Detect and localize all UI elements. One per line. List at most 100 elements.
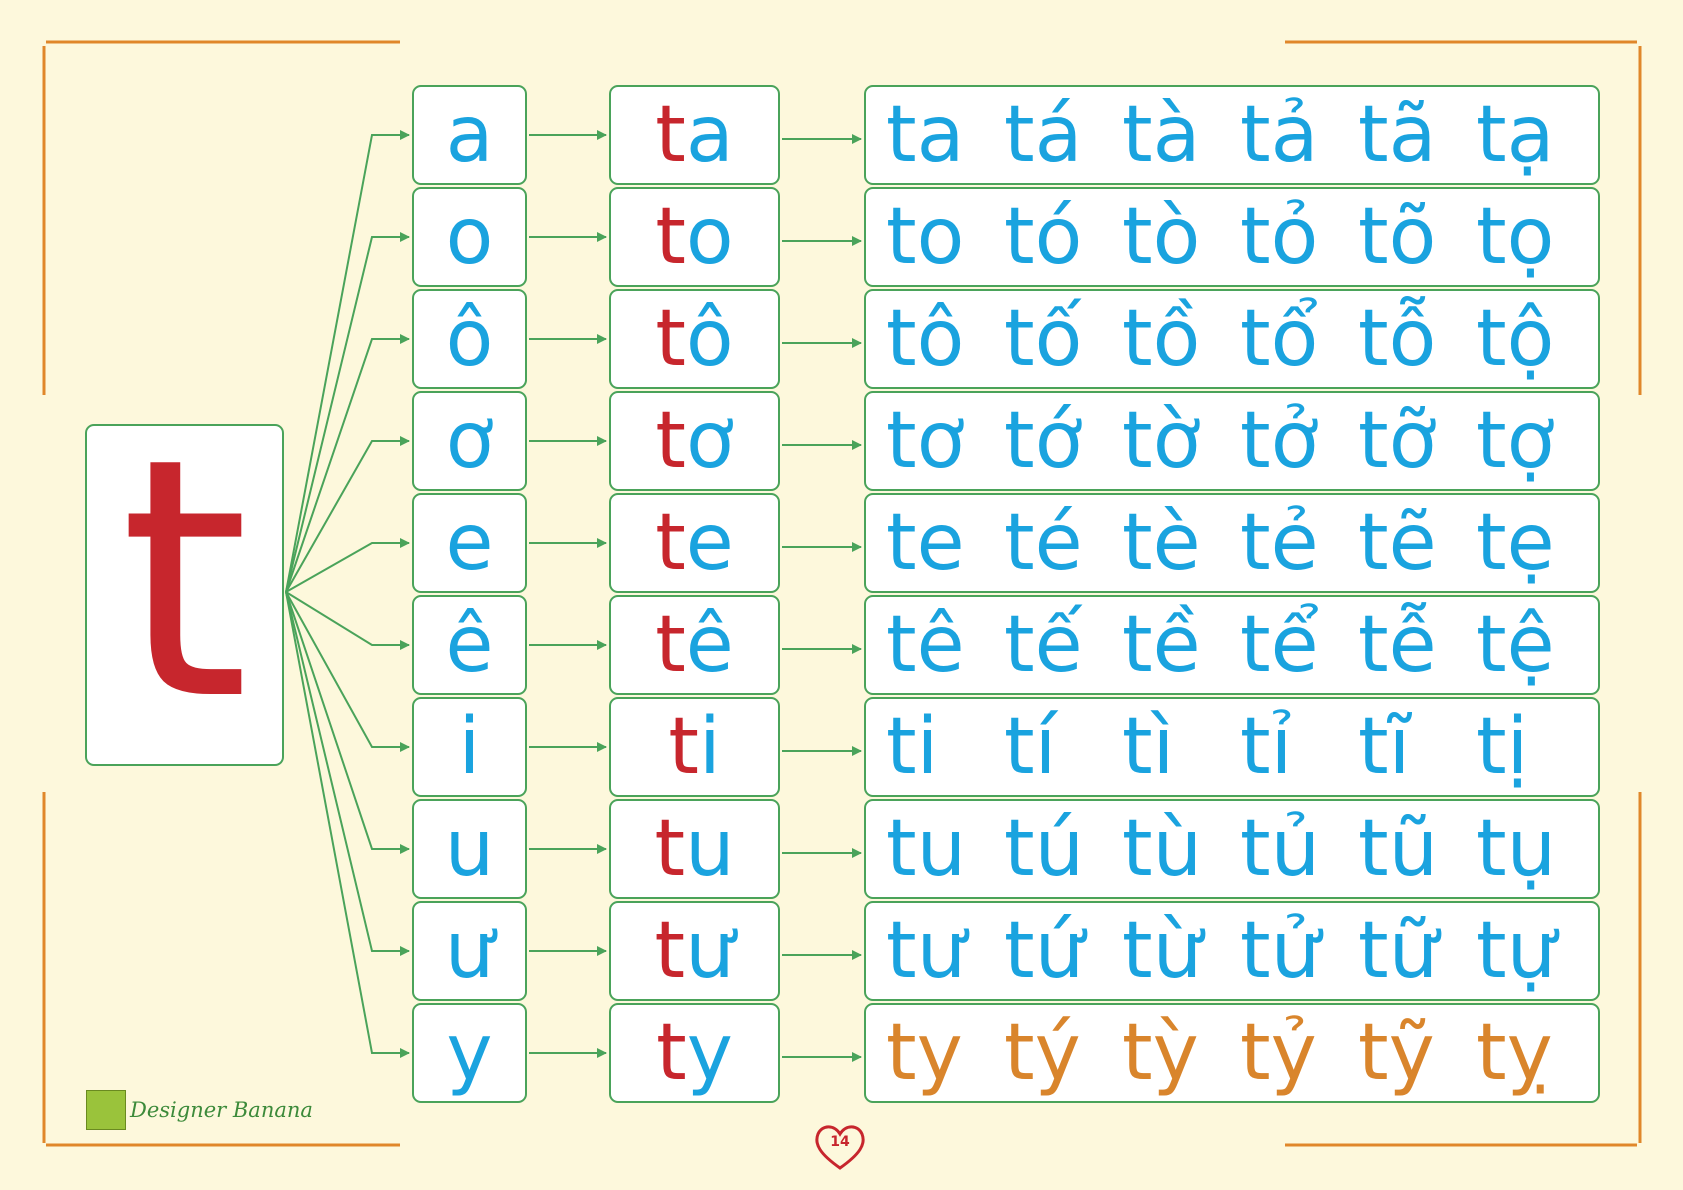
tone-syllable: ti — [886, 702, 939, 792]
syllable-vowel: ô — [685, 294, 734, 384]
tone-syllable: tổ — [1240, 294, 1319, 384]
vowel-card: ơ — [412, 391, 527, 491]
tone-row: tư tứ từ tử tữ tự — [864, 901, 1600, 1001]
tone-syllable: tủ — [1240, 804, 1321, 894]
tone-syllable: tò — [1122, 192, 1201, 282]
tone-syllable: tỗ — [1358, 294, 1437, 384]
consonant-letter: t — [119, 388, 250, 772]
syllable-consonant: t — [655, 396, 686, 486]
tone-syllable: tọ — [1476, 192, 1555, 282]
vowel-card: a — [412, 85, 527, 185]
tone-syllable: tự — [1476, 906, 1557, 996]
fan-arrow — [285, 436, 410, 593]
tone-syllable: tu — [886, 804, 967, 894]
tone-syllable: tể — [1240, 600, 1319, 690]
tone-syllable: tú — [1004, 804, 1085, 894]
syllable-vowel: i — [698, 702, 721, 792]
tone-row: tô tố tồ tổ tỗ tộ — [864, 289, 1600, 389]
tone-syllable: te — [886, 498, 965, 588]
tone-syllable: tì — [1122, 702, 1175, 792]
fan-arrow — [285, 591, 410, 752]
logo-text: Designer Banana — [130, 1098, 313, 1122]
tone-row: to tó tò tỏ tõ tọ — [864, 187, 1600, 287]
tone-syllable: tã — [1358, 90, 1437, 180]
vowel-card: o — [412, 187, 527, 287]
tone-syllable: tớ — [1004, 396, 1083, 486]
tone-row: tê tế tề tể tễ tệ — [864, 595, 1600, 695]
tone-row: tơ tớ tờ tở tỡ tợ — [864, 391, 1600, 491]
tone-syllable: tụ — [1476, 804, 1557, 894]
syllable-consonant: t — [656, 1008, 687, 1098]
tone-syllable: tử — [1240, 906, 1321, 996]
tone-syllable: tẹ — [1476, 498, 1555, 588]
tone-syllable: tỡ — [1358, 396, 1437, 486]
page-number: 14 — [830, 1134, 850, 1150]
syllable-vowel: a — [685, 90, 734, 180]
syllable-consonant: t — [655, 294, 686, 384]
tone-syllable: tở — [1240, 396, 1319, 486]
vowel-card: y — [412, 1003, 527, 1103]
vowel-card: ô — [412, 289, 527, 389]
syllable-consonant: t — [655, 600, 686, 690]
fan-arrow — [285, 232, 410, 593]
tone-syllable: tẻ — [1240, 498, 1319, 588]
tone-row: tu tú tù tủ tũ tụ — [864, 799, 1600, 899]
syllable-vowel: u — [685, 804, 735, 894]
tone-syllable: tữ — [1358, 906, 1439, 996]
tone-syllable: to — [886, 192, 965, 282]
tone-row: ty tý tỳ tỷ tỹ tỵ — [864, 1003, 1600, 1103]
fan-arrow — [285, 538, 410, 593]
tone-syllable: té — [1004, 498, 1083, 588]
tone-row: ta tá tà tả tã tạ — [864, 85, 1600, 185]
vowel-card: i — [412, 697, 527, 797]
tone-syllable: tồ — [1122, 294, 1201, 384]
tone-syllable: tứ — [1004, 906, 1085, 996]
tone-syllable: tạ — [1476, 90, 1555, 180]
tone-syllable: ty — [886, 1008, 963, 1098]
vowel-card: u — [412, 799, 527, 899]
tone-syllable: tả — [1240, 90, 1319, 180]
tone-syllable: tõ — [1358, 192, 1437, 282]
tone-syllable: tó — [1004, 192, 1083, 282]
tone-syllable: tẽ — [1358, 498, 1437, 588]
logo-icon — [86, 1090, 126, 1130]
syllable-consonant: t — [654, 804, 686, 894]
page-number-badge: 14 — [810, 1116, 870, 1176]
tone-syllable: tĩ — [1358, 702, 1411, 792]
tone-syllable: tỳ — [1122, 1008, 1199, 1098]
consonant-card: t — [85, 415, 284, 766]
fan-arrow — [285, 591, 410, 956]
tone-syllable: tệ — [1476, 600, 1555, 690]
vowel-card: ư — [412, 901, 527, 1001]
vowel-card: ê — [412, 595, 527, 695]
tone-row: te té tè tẻ tẽ tẹ — [864, 493, 1600, 593]
tone-syllable: tỏ — [1240, 192, 1319, 282]
tone-syllable: tà — [1122, 90, 1201, 180]
syllable-vowel: y — [686, 1008, 733, 1098]
heart-icon — [815, 1125, 865, 1170]
syllable-vowel: ư — [685, 906, 735, 996]
syllable-vowel: o — [685, 192, 734, 282]
fan-arrow — [285, 130, 410, 593]
syllable-consonant: t — [655, 498, 686, 588]
tone-syllable: tỷ — [1240, 1008, 1317, 1098]
tone-syllable: tỹ — [1358, 1008, 1435, 1098]
fan-arrow — [285, 591, 410, 854]
tone-syllable: tô — [886, 294, 965, 384]
vowel-card: e — [412, 493, 527, 593]
syllable-vowel: ê — [685, 600, 734, 690]
syllable-vowel: e — [685, 498, 734, 588]
tone-syllable: từ — [1122, 906, 1203, 996]
tone-syllable: ta — [886, 90, 965, 180]
tone-syllable: tố — [1004, 294, 1083, 384]
tone-syllable: tợ — [1476, 396, 1555, 486]
